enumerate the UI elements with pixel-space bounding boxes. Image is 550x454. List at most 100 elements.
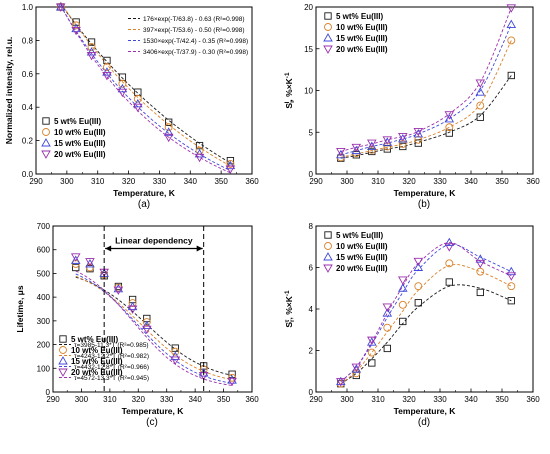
x-tick-label: 330	[433, 395, 447, 404]
series-2	[71, 259, 237, 382]
data-point	[476, 288, 484, 297]
x-tick-label: 350	[495, 177, 509, 186]
x-tick-label: 300	[340, 177, 354, 186]
data-point	[72, 263, 80, 272]
data-point	[399, 317, 407, 326]
series-4	[55, 3, 236, 174]
y-axis-label: Normalized intensity, rel.u.	[4, 37, 14, 145]
series-3	[336, 19, 517, 159]
data-point	[367, 348, 376, 357]
legend-label: 20 wt% Eu(III)	[71, 368, 123, 377]
data-point	[102, 67, 112, 76]
data-point	[444, 113, 455, 123]
data-point	[171, 344, 179, 352]
y-tick-label: 100	[37, 364, 51, 373]
x-tick-label: 300	[60, 177, 74, 186]
data-point	[228, 373, 237, 382]
panel-caption: (b)	[418, 199, 430, 210]
legend-marker	[59, 346, 67, 354]
fit-legend-label: 397×exp(-T/53.6) - 0.50 (R²=0.998)	[143, 27, 245, 34]
legend-marker	[42, 117, 50, 125]
y-axis-label-part: r	[289, 100, 296, 103]
series-1	[337, 278, 515, 388]
x-tick-label: 330	[160, 395, 174, 404]
x-tick-label: 290	[46, 395, 60, 404]
data-point	[414, 299, 422, 307]
series-2	[336, 259, 516, 388]
arrow-head-right	[196, 245, 203, 252]
y-tick-label: 700	[37, 222, 51, 231]
data-point	[336, 378, 346, 387]
x-tick-label: 360	[526, 395, 540, 404]
data-point	[117, 88, 128, 98]
y-tick-label: 0	[309, 170, 314, 179]
data-point	[367, 139, 377, 149]
x-axis-label: Temperature, K	[394, 406, 457, 416]
data-point	[507, 71, 515, 80]
data-point	[134, 88, 142, 96]
legend-label: 5 wt% Eu(III)	[54, 117, 101, 126]
data-point	[398, 134, 408, 143]
data-point	[226, 156, 235, 165]
legend-label: 15 wt% Eu(III)	[336, 253, 388, 262]
y-tick-label: 500	[37, 269, 51, 278]
data-point	[413, 127, 424, 137]
x-tick-label: 350	[214, 177, 228, 186]
x-tick-label: 300	[75, 395, 89, 404]
data-point	[170, 351, 181, 360]
data-point	[368, 359, 376, 367]
data-point	[227, 375, 237, 384]
x-tick-label: 310	[371, 177, 385, 186]
legend-marker	[323, 252, 333, 261]
legend-marker	[324, 242, 332, 250]
data-point	[383, 344, 391, 353]
legend-marker	[41, 150, 51, 159]
x-tick-label: 320	[402, 395, 416, 404]
x-tick-label: 340	[188, 395, 202, 404]
fit-curve-4	[60, 5, 231, 174]
y-axis-label-part: -1	[284, 290, 291, 296]
data-point	[507, 297, 515, 305]
data-point	[227, 377, 237, 387]
linear-dependency-annotation: Linear dependency	[103, 226, 205, 392]
data-point	[142, 318, 151, 326]
data-point	[414, 139, 422, 147]
legend-marker	[324, 231, 332, 239]
y-axis-label: SrI, %×K-1	[284, 72, 296, 109]
arrow-head-left	[105, 245, 112, 252]
series-4	[336, 4, 517, 157]
data-point	[413, 262, 424, 271]
data-point	[398, 300, 407, 309]
x-tick-label: 300	[340, 395, 354, 404]
data-point	[70, 255, 81, 264]
data-point	[163, 127, 174, 136]
data-point	[507, 282, 516, 291]
y-tick-label: 20	[304, 3, 313, 12]
data-point	[133, 94, 142, 103]
y-tick-label: 200	[37, 341, 51, 350]
series-1	[337, 71, 515, 162]
y-axis-label-part: S	[284, 103, 294, 109]
y-tick-label: 0.8	[22, 36, 34, 45]
data-point	[351, 145, 362, 155]
x-tick-label: 340	[464, 177, 478, 186]
data-point	[85, 259, 95, 268]
data-point	[225, 160, 236, 170]
x-tick-label: 330	[433, 177, 447, 186]
data-point	[194, 153, 205, 163]
data-point	[102, 72, 112, 81]
y-tick-label: 10	[304, 87, 313, 96]
data-point	[414, 282, 423, 291]
legend-label: 20 wt% Eu(III)	[54, 150, 106, 159]
legend-marker	[58, 368, 68, 377]
data-point	[171, 347, 180, 356]
y-axis-label-part: , %×K	[284, 295, 294, 319]
data-point	[382, 137, 393, 146]
data-point	[351, 363, 362, 373]
x-tick-label: 290	[309, 177, 323, 186]
y-tick-label: 400	[37, 293, 51, 302]
data-point	[399, 142, 407, 151]
fit-legend: 176×exp(-T/63.8) - 0.63 (R²=0.998) 397×ex…	[128, 16, 248, 56]
data-point	[113, 283, 124, 293]
x-tick-label: 320	[402, 177, 416, 186]
